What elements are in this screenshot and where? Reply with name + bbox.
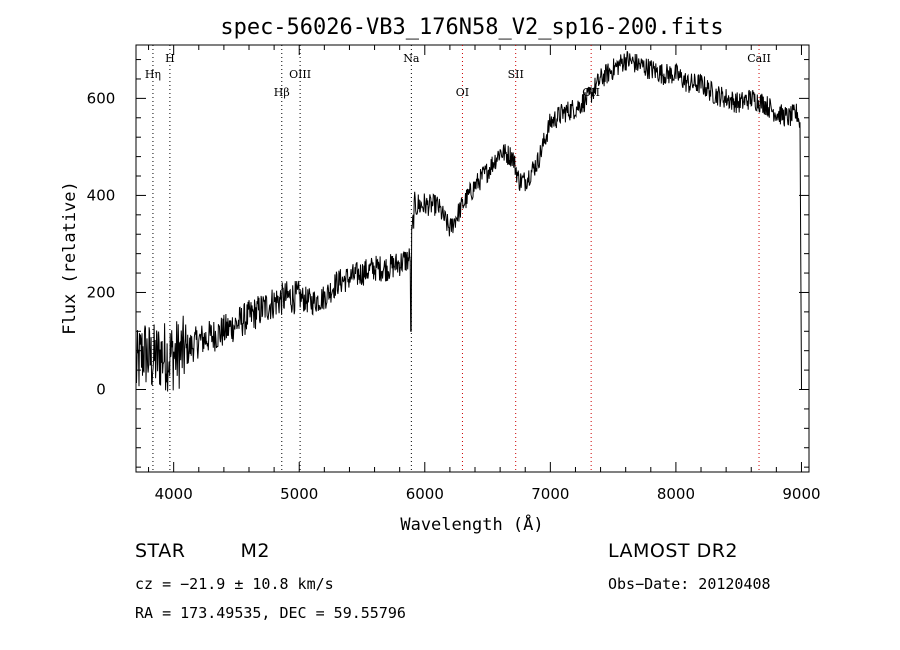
x-tick-label: 5000	[280, 485, 318, 503]
coordinates-text: RA = 173.49535, DEC = 59.55796	[135, 604, 406, 622]
redshift-text: cz = −21.9 ± 10.8 km/s	[135, 575, 334, 593]
x-tick-label: 8000	[657, 485, 695, 503]
x-tick-label: 9000	[782, 485, 820, 503]
y-axis-title: Flux (relative)	[60, 181, 80, 335]
x-tick-label: 7000	[531, 485, 569, 503]
line-label-caii: CaII	[747, 52, 771, 65]
survey-label: LAMOST DR2	[608, 540, 738, 562]
spectrum-series	[135, 50, 802, 392]
subclass-label: M2	[240, 540, 270, 562]
y-tick-label: 0	[96, 381, 106, 399]
line-label-h: H	[165, 52, 175, 65]
line-label-sii: SII	[508, 68, 524, 81]
obs-date-text: Obs−Date: 20120408	[608, 575, 771, 593]
plot-frame	[135, 44, 810, 473]
line-label-h: Hη	[145, 68, 161, 81]
y-tick-label: 200	[87, 283, 116, 301]
y-tick-label: 600	[87, 89, 116, 107]
line-label-na: Na	[403, 52, 420, 65]
x-axis-title: Wavelength (Å)	[400, 513, 543, 535]
chart-title: spec-56026-VB3_176N58_V2_sp16-200.fits	[220, 15, 723, 40]
x-tick-label: 4000	[155, 485, 193, 503]
x-axis: 4000 5000 6000 7000 8000 9000	[148, 45, 821, 503]
line-label-oi: OI	[456, 86, 469, 99]
object-class: STAR M2	[135, 540, 270, 562]
y-tick-label: 400	[87, 186, 116, 204]
class-label: STAR	[135, 540, 186, 562]
y-axis: 0 200 400 600	[87, 59, 809, 468]
line-label-h: Hβ	[274, 86, 290, 99]
line-label-oiii: OIII	[289, 68, 311, 81]
x-tick-label: 6000	[406, 485, 444, 503]
